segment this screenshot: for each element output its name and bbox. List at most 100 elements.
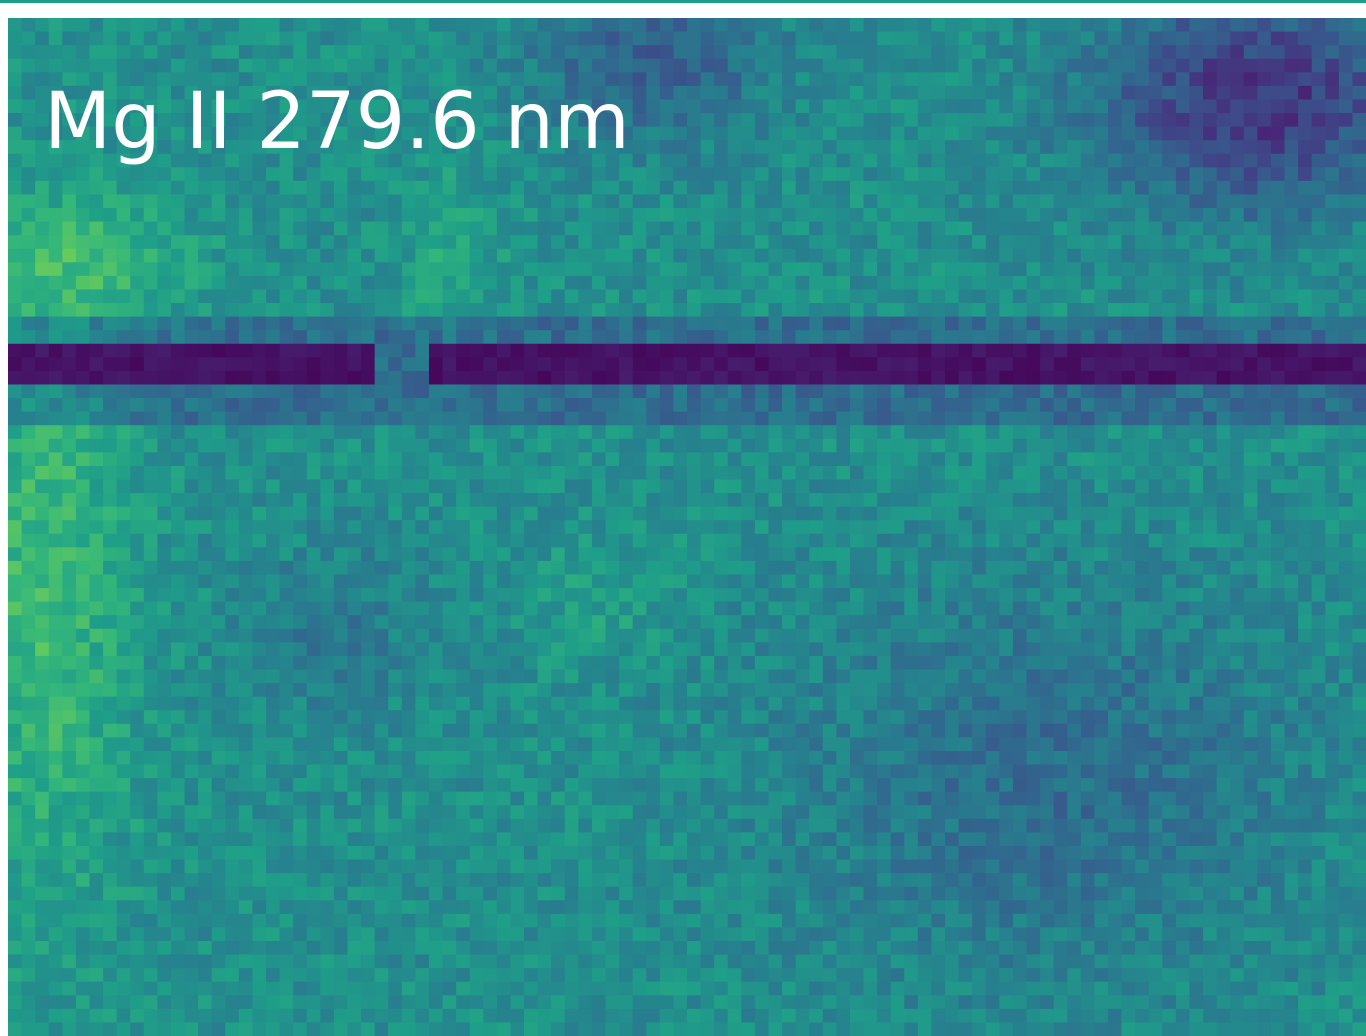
pixel [701, 32, 715, 46]
pixel [904, 222, 918, 236]
pixel [510, 167, 524, 181]
pixel [307, 32, 321, 46]
pixel [1094, 72, 1108, 86]
pixel [524, 181, 538, 195]
pixel [402, 167, 416, 181]
pixel [836, 670, 850, 684]
pixel [212, 493, 226, 507]
pixel [1217, 575, 1231, 589]
pixel [1339, 154, 1353, 168]
pixel [456, 439, 470, 453]
pixel [1149, 235, 1163, 249]
pixel [809, 249, 823, 263]
pixel [646, 534, 660, 548]
pixel [415, 466, 429, 480]
pixel [130, 222, 144, 236]
pixel [931, 493, 945, 507]
pixel [1013, 167, 1027, 181]
pixel [1122, 154, 1136, 168]
pixel [592, 181, 606, 195]
pixel [673, 276, 687, 290]
pixel [1122, 72, 1136, 86]
pixel [687, 547, 701, 561]
pixel [1298, 235, 1312, 249]
pixel [646, 72, 660, 86]
pixel [714, 425, 728, 439]
pixel [864, 330, 878, 344]
pixel [185, 398, 199, 412]
pixel [1040, 344, 1054, 358]
pixel [619, 357, 633, 371]
pixel [497, 371, 511, 385]
pixel [320, 194, 334, 208]
pixel [307, 167, 321, 181]
pixel [144, 425, 158, 439]
pixel [592, 493, 606, 507]
pixel [524, 670, 538, 684]
pixel [796, 425, 810, 439]
pixel [1352, 86, 1366, 100]
pixel [836, 642, 850, 656]
pixel [307, 45, 321, 59]
pixel [1298, 154, 1312, 168]
pixel [823, 357, 837, 371]
pixel [415, 289, 429, 303]
pixel [1257, 330, 1271, 344]
pixel [402, 656, 416, 670]
pixel [755, 588, 769, 602]
pixel [198, 59, 212, 73]
pixel [551, 276, 565, 290]
pixel [76, 656, 90, 670]
pixel [497, 249, 511, 263]
pixel [1176, 670, 1190, 684]
pixel [320, 303, 334, 317]
pixel [999, 181, 1013, 195]
pixel [1067, 208, 1081, 222]
pixel [334, 181, 348, 195]
pixel [931, 656, 945, 670]
pixel [714, 357, 728, 371]
pixel [877, 398, 891, 412]
pixel [660, 113, 674, 127]
pixel [415, 357, 429, 371]
pixel [796, 615, 810, 629]
pixel [1135, 222, 1149, 236]
pixel [144, 575, 158, 589]
pixel [755, 384, 769, 398]
pixel [456, 181, 470, 195]
pixel [1040, 317, 1054, 331]
pixel [538, 547, 552, 561]
pixel [809, 113, 823, 127]
pixel [1339, 344, 1353, 358]
pixel [1244, 276, 1258, 290]
pixel [497, 683, 511, 697]
pixel [470, 575, 484, 589]
pixel [76, 547, 90, 561]
pixel [510, 412, 524, 426]
pixel [497, 181, 511, 195]
pixel [497, 208, 511, 222]
pixel [701, 86, 715, 100]
pixel [646, 208, 660, 222]
pixel [809, 72, 823, 86]
pixel [877, 615, 891, 629]
pixel [1257, 547, 1271, 561]
pixel [999, 154, 1013, 168]
pixel [320, 398, 334, 412]
pixel [443, 520, 457, 534]
pixel [388, 588, 402, 602]
pixel [252, 683, 266, 697]
pixel [999, 507, 1013, 521]
pixel [701, 181, 715, 195]
pixel [1352, 289, 1366, 303]
pixel [538, 683, 552, 697]
pixel [1135, 167, 1149, 181]
pixel [1285, 140, 1299, 154]
pixel [198, 466, 212, 480]
pixel [646, 344, 660, 358]
pixel [49, 466, 63, 480]
pixel [1257, 18, 1271, 32]
pixel [1149, 344, 1163, 358]
pixel [1312, 547, 1326, 561]
pixel [768, 289, 782, 303]
